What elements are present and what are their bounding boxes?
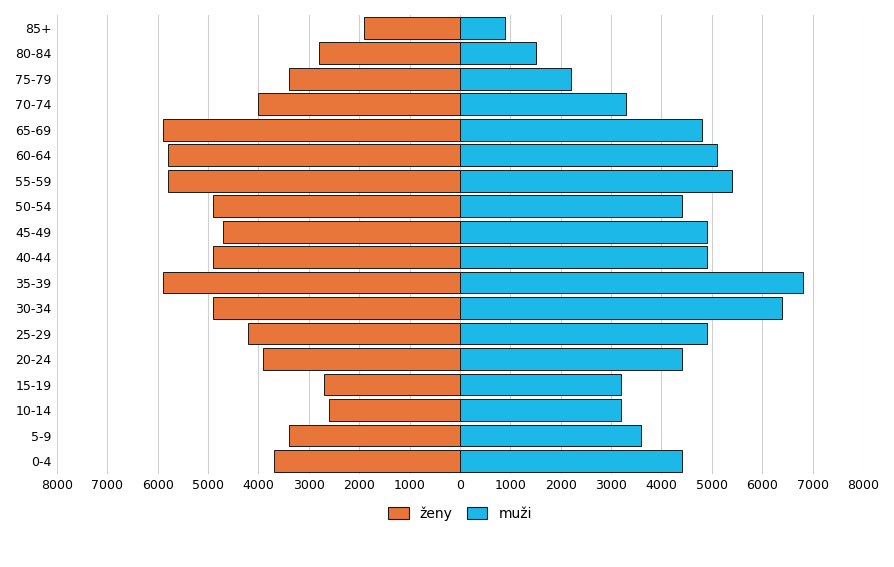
Bar xyxy=(289,425,460,446)
Bar xyxy=(460,221,707,243)
Bar xyxy=(460,170,732,192)
Bar xyxy=(319,43,460,64)
Bar xyxy=(264,348,460,370)
Bar xyxy=(460,196,681,217)
Bar xyxy=(249,323,460,345)
Bar xyxy=(224,221,460,243)
Legend: ženy, muži: ženy, muži xyxy=(383,501,537,527)
Bar xyxy=(364,17,460,39)
Bar xyxy=(460,399,621,421)
Bar xyxy=(289,68,460,90)
Bar xyxy=(460,450,681,472)
Bar xyxy=(460,272,803,294)
Bar xyxy=(213,246,460,268)
Bar xyxy=(460,374,621,395)
Bar xyxy=(460,119,702,141)
Bar xyxy=(460,17,505,39)
Bar xyxy=(213,196,460,217)
Bar xyxy=(168,170,460,192)
Bar xyxy=(460,348,681,370)
Bar xyxy=(213,297,460,319)
Bar xyxy=(460,145,717,166)
Bar xyxy=(460,68,570,90)
Bar xyxy=(168,145,460,166)
Bar xyxy=(460,297,782,319)
Bar xyxy=(460,246,707,268)
Bar xyxy=(163,119,460,141)
Bar xyxy=(324,374,460,395)
Bar xyxy=(274,450,460,472)
Bar xyxy=(460,94,626,115)
Bar xyxy=(329,399,460,421)
Bar xyxy=(258,94,460,115)
Bar xyxy=(460,425,641,446)
Bar xyxy=(460,43,536,64)
Bar xyxy=(163,272,460,294)
Bar xyxy=(460,323,707,345)
